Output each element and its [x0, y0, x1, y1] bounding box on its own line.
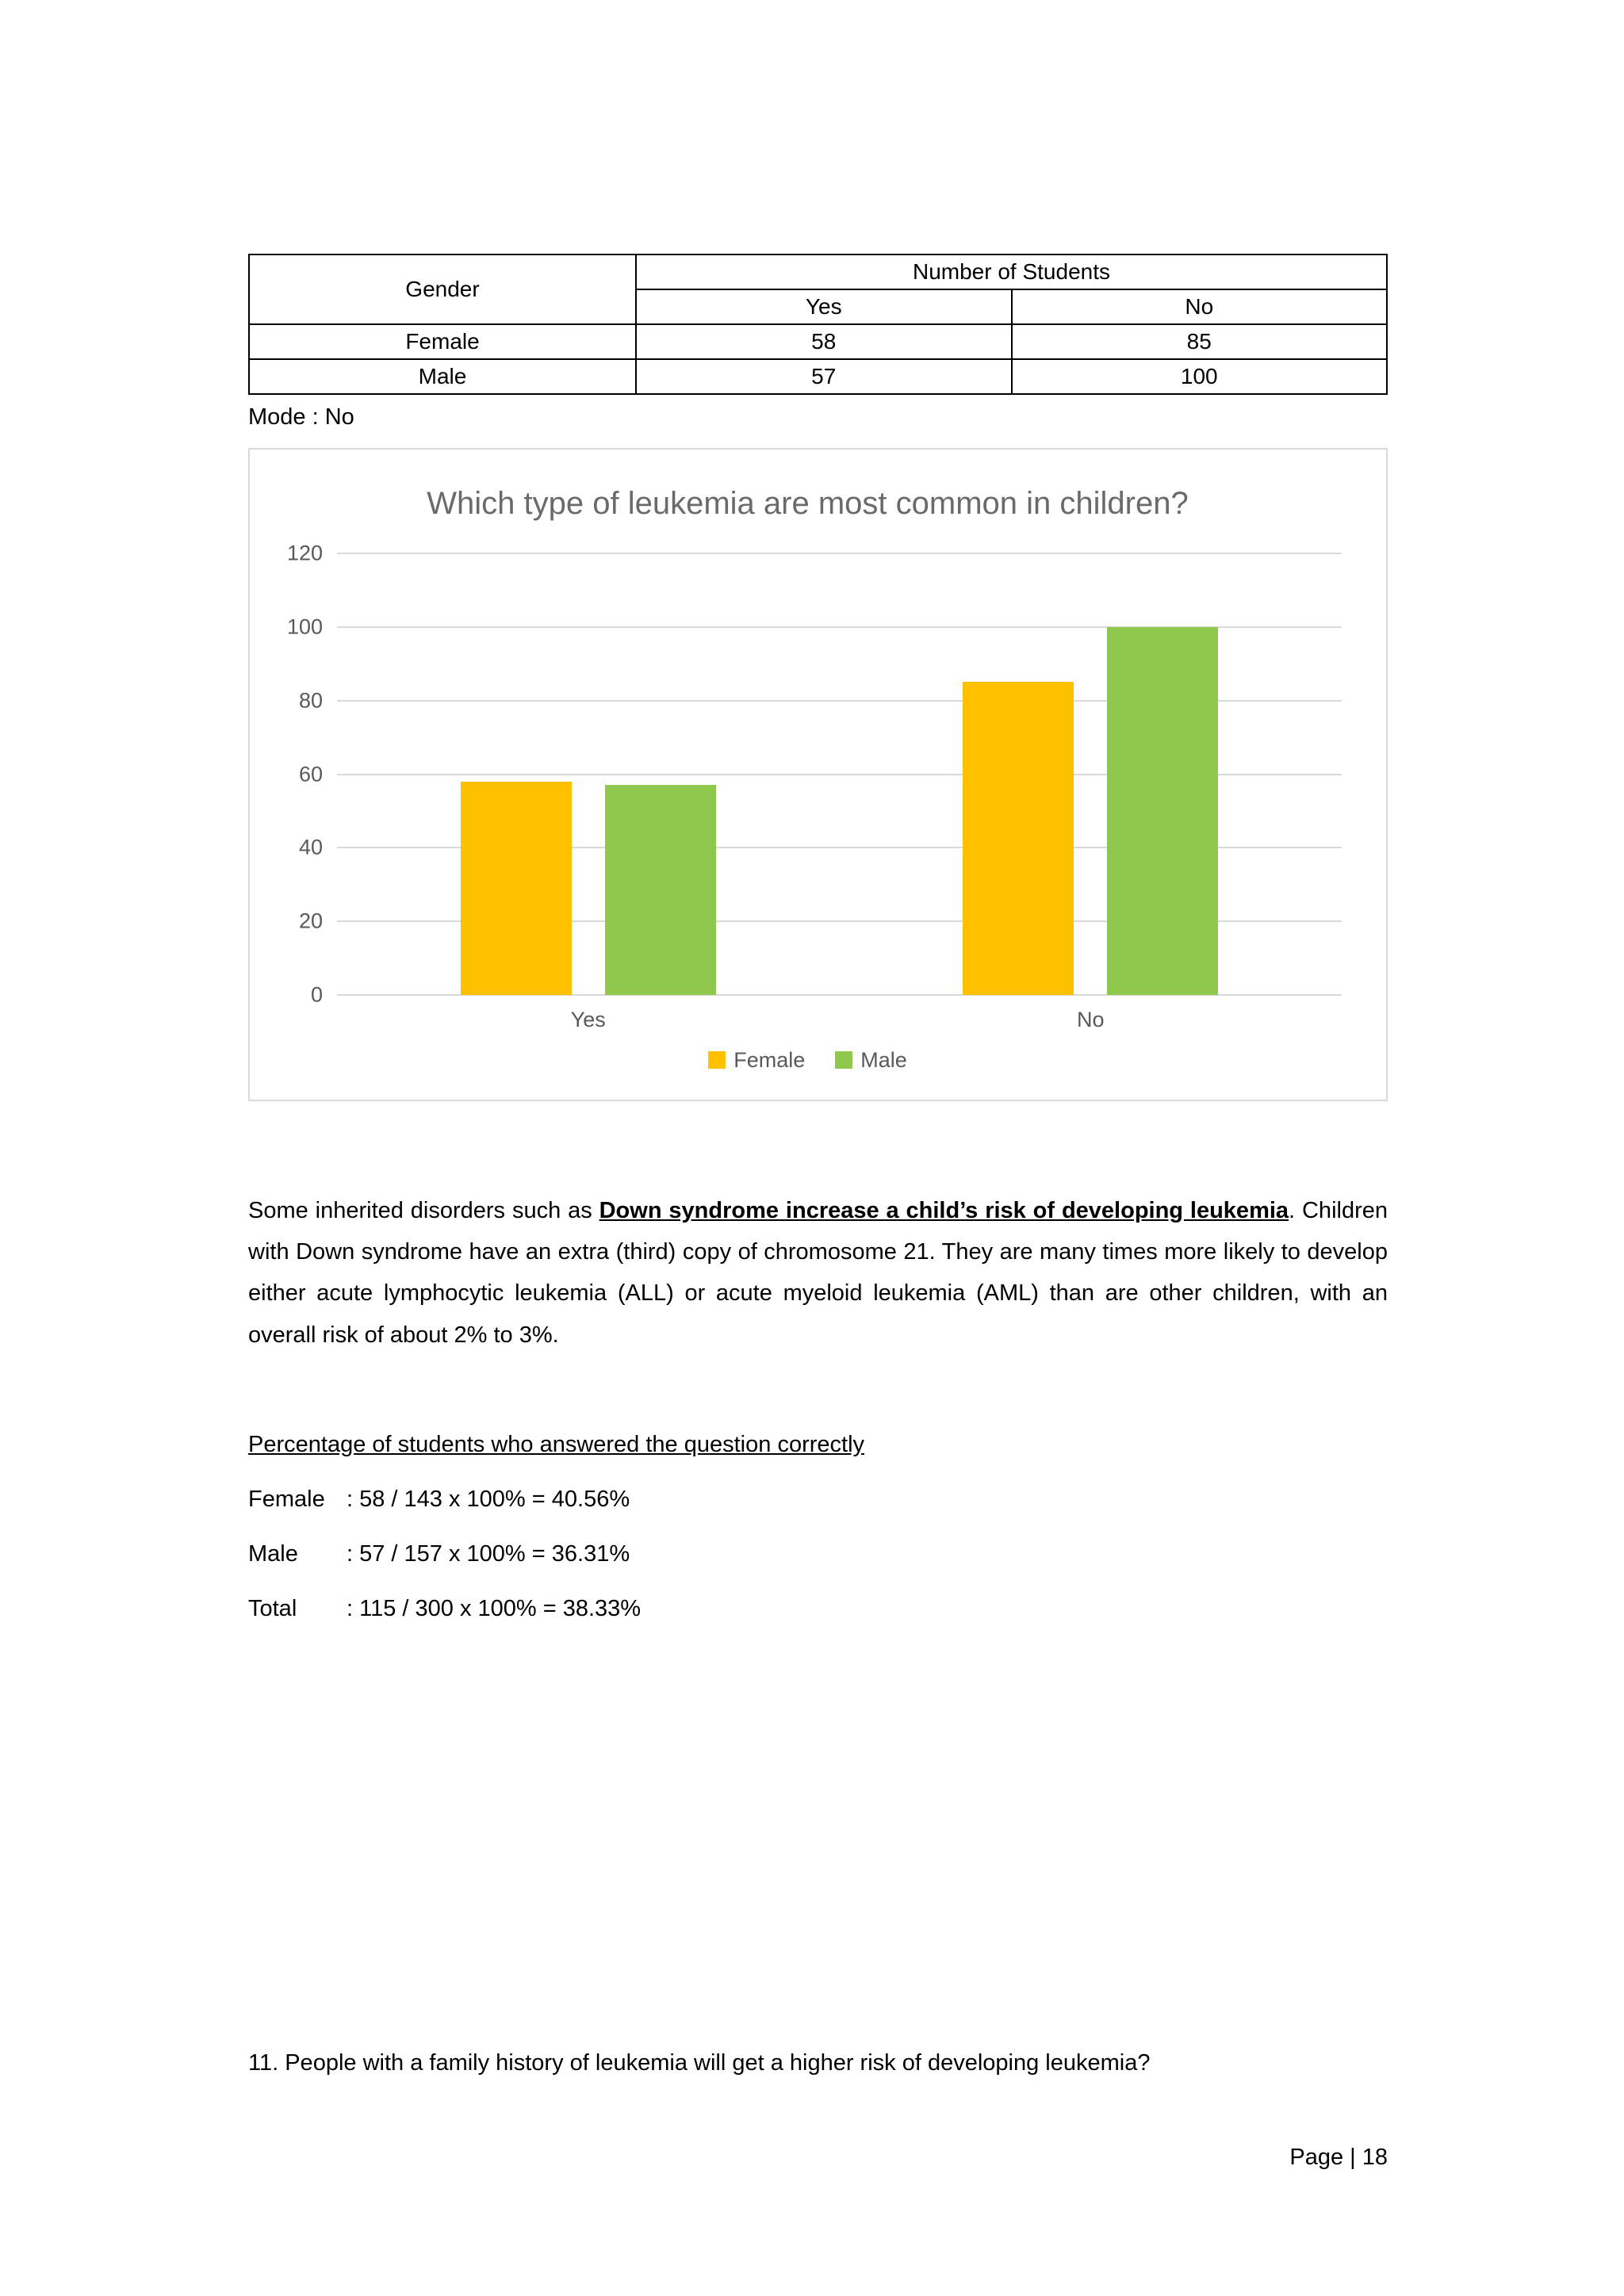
percentage-value: : 57 / 157 x 100% = 36.31%: [347, 1540, 630, 1567]
percentage-line-total: Total : 115 / 300 x 100% = 38.33%: [248, 1596, 1388, 1622]
legend-label: Female: [733, 1047, 806, 1072]
table-cell-no: 85: [1010, 323, 1388, 360]
y-tick-label: 0: [310, 982, 323, 1007]
percentage-value: : 58 / 143 x 100% = 40.56%: [347, 1486, 630, 1512]
y-axis-labels: 0 20 40 60 80 100 120: [274, 541, 337, 1007]
percentage-line-female: Female : 58 / 143 x 100% = 40.56%: [248, 1487, 1388, 1513]
gridline: [337, 773, 1342, 775]
percentage-label: Female: [248, 1486, 325, 1512]
x-tick-label: No: [1076, 1008, 1105, 1031]
table-header-no: No: [1010, 289, 1388, 325]
table-header-gender: Gender: [248, 254, 637, 325]
table-cell-yes: 57: [635, 358, 1013, 395]
table-cell-gender: Female: [248, 323, 637, 360]
percentage-label: Total: [248, 1595, 297, 1621]
gridline: [337, 920, 1342, 923]
table-header-number-of-students: Number of Students: [635, 254, 1388, 290]
y-tick-label: 60: [298, 762, 323, 786]
bar-female-yes: [460, 781, 572, 995]
table-cell-yes: 58: [635, 323, 1013, 360]
legend-item-male: Male: [835, 1048, 907, 1073]
table-row-male: Male 57 100: [248, 358, 1388, 395]
percentage-value: : 115 / 300 x 100% = 38.33%: [347, 1595, 642, 1621]
bar-group-no: [840, 553, 1342, 995]
table-row: Gender Number of Students: [248, 254, 1388, 325]
legend-label: Male: [860, 1047, 907, 1072]
x-tick-label: Yes: [570, 1008, 606, 1031]
y-tick-label: 80: [298, 688, 323, 713]
table-row-female: Female 58 85: [248, 323, 1388, 360]
plot-row: 0 20 40 60 80 100 120: [274, 541, 1342, 1007]
gender-students-table: Gender Number of Students Yes No Female …: [248, 254, 1388, 395]
chart-title: Which type of leukemia are most common i…: [427, 486, 1189, 521]
table-header-yes: Yes: [635, 289, 1013, 325]
bar-groups: [337, 553, 1342, 995]
gridline: [337, 626, 1342, 628]
paragraph-after-bold: . Children with Down syndrome have an ex…: [248, 1198, 1388, 1348]
table-row: Yes No: [249, 289, 1388, 325]
legend-item-female: Female: [708, 1048, 805, 1073]
y-tick-label: 120: [286, 541, 323, 565]
bar-male-yes: [604, 785, 716, 995]
mode-label: Mode : No: [248, 404, 354, 430]
x-axis-labels: Yes No: [337, 995, 1342, 1041]
bar-chart: Which type of leukemia are most common i…: [248, 448, 1388, 1101]
gridline: [337, 994, 1342, 996]
paragraph-lead: Some inherited disorders such as: [248, 1198, 599, 1223]
y-tick-label: 40: [298, 835, 323, 859]
table-cell-gender: Male: [248, 358, 637, 395]
question-11: 11. People with a family history of leuk…: [248, 2049, 1151, 2076]
percentage-section-heading: Percentage of students who answered the …: [248, 1431, 865, 1457]
chart-legend: Female Male: [274, 1041, 1342, 1079]
down-syndrome-paragraph: Some inherited disorders such as Down sy…: [248, 1190, 1388, 1356]
bar-female-no: [963, 682, 1074, 995]
table-cell-no: 100: [1010, 358, 1388, 395]
gridline: [337, 553, 1342, 554]
percentage-line-male: Male : 57 / 157 x 100% = 36.31%: [248, 1541, 1388, 1567]
paragraph-bold-phrase: Down syndrome increase a child’s risk of…: [599, 1198, 1289, 1223]
gridline: [337, 847, 1342, 849]
legend-swatch-female: [708, 1051, 726, 1069]
y-tick-label: 100: [286, 614, 323, 639]
plot-area: [337, 553, 1342, 996]
y-tick-label: 20: [298, 909, 323, 933]
gridline: [337, 699, 1342, 702]
bar-group-yes: [337, 553, 840, 995]
page-number: Page | 18: [1289, 2144, 1388, 2170]
bar-male-no: [1107, 626, 1219, 995]
legend-swatch-male: [835, 1051, 853, 1069]
percentage-label: Male: [248, 1540, 298, 1567]
